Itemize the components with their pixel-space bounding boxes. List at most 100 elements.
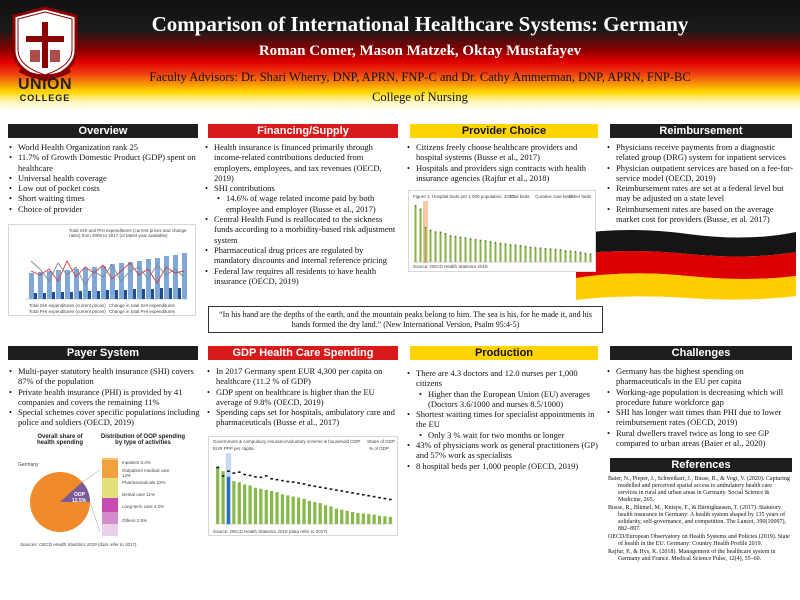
gdp-share-marker — [345, 491, 349, 493]
bed-bar — [509, 244, 512, 262]
union-college-crest-icon — [12, 6, 78, 82]
spending-bar — [270, 491, 274, 524]
provider-heading: Provider Choice — [410, 124, 598, 138]
oop-pie-chart — [30, 469, 100, 533]
gdp-share-marker — [264, 475, 268, 477]
bed-bar — [559, 250, 562, 262]
segment-inpatient — [102, 458, 118, 460]
gdp-share-marker — [335, 489, 338, 491]
bed-point — [559, 249, 562, 251]
shi-phi-expenditure-figure: Total SHI and PHI expenditures (current … — [8, 224, 196, 316]
list-item: 8 hospital beds per 1,000 people (OECD, … — [406, 461, 602, 472]
gdp-share-marker — [329, 488, 333, 490]
bed-point — [439, 231, 442, 234]
list-item: SHI has longer wait times than PHI due t… — [606, 407, 796, 428]
list-item: Hospitals and providers sign contracts w… — [406, 163, 602, 184]
bed-point — [414, 204, 417, 207]
category-label: Pharmaceuticals 22% — [122, 480, 166, 485]
german-flag-brushstroke-icon — [576, 230, 796, 300]
list-item: Rural dwellers travel twice as long to s… — [606, 428, 796, 449]
list-subitem: Higher than the European Union (EU) aver… — [406, 389, 602, 410]
list-item: Pharmaceutical drug prices are regulated… — [204, 245, 400, 266]
spending-bar — [296, 497, 301, 524]
list-subitem: Only 3 % wait for two months or longer — [406, 430, 602, 441]
bed-bar — [564, 250, 567, 262]
bed-point — [444, 232, 447, 235]
legend-curative-beds: Curative care beds — [535, 194, 573, 199]
list-item: Health insurance is financed primarily t… — [204, 142, 400, 183]
poster-title: Comparison of International Healthcare S… — [151, 12, 689, 36]
references-heading: References — [610, 458, 792, 472]
figure-source: Source: OECD Health Statistics 2019 (dat… — [213, 529, 328, 534]
bed-point — [474, 238, 477, 241]
list-item: In 2017 Germany spent EUR 4,300 per capi… — [206, 366, 400, 387]
category-label: Long-term care 4.2% — [122, 504, 165, 509]
bed-point — [469, 237, 472, 240]
gdp-share-marker — [378, 496, 381, 499]
gdp-share-marker — [361, 493, 365, 496]
challenges-heading: Challenges — [610, 346, 792, 360]
bed-bar — [529, 247, 532, 262]
bed-point — [534, 246, 537, 249]
reference-item: Busse, R., Blümel, M., Knieps, F., & Bär… — [608, 505, 786, 532]
production-heading: Production — [410, 346, 598, 360]
bed-point — [529, 246, 532, 249]
germany-label: Germany — [18, 462, 39, 468]
gdp-share-marker — [286, 480, 290, 483]
bed-bar — [579, 252, 582, 262]
bed-bar — [469, 238, 472, 262]
bed-point — [514, 244, 517, 247]
hospital-beds-chart — [413, 201, 593, 263]
gdp-share-marker — [221, 475, 225, 477]
gdp-share-marker — [383, 497, 387, 500]
gdp-share-marker — [243, 473, 247, 476]
bed-bar — [479, 240, 482, 262]
spending-bar — [275, 492, 279, 524]
list-item: Low out of pocket costs — [8, 183, 198, 194]
list-subitem: 14.6% of wage related income paid by bot… — [204, 193, 400, 214]
poster-header: UNION COLLEGE Comparison of Internationa… — [0, 0, 800, 112]
references-list: Baier, N., Pieper, J., Schweikart, J., B… — [608, 476, 792, 564]
gdp-share-marker — [248, 474, 252, 477]
gdp-share-marker — [281, 479, 284, 482]
spending-bar — [323, 505, 328, 524]
bed-point — [584, 252, 587, 255]
spending-bar — [259, 488, 263, 524]
spending-bar — [302, 498, 306, 524]
segment-long-term-care — [102, 512, 118, 524]
bed-bar — [464, 238, 467, 262]
bed-point — [499, 242, 502, 245]
gdp-share-marker — [275, 478, 279, 481]
list-item: Working-age population is decreasing whi… — [606, 387, 796, 408]
spending-bar — [243, 484, 247, 524]
spending-bar — [307, 500, 312, 524]
gdp-share-marker — [340, 490, 344, 492]
spending-bar — [280, 494, 285, 524]
list-item: Shortest waiting times for specialist ap… — [406, 409, 602, 430]
overview-heading: Overview — [8, 124, 198, 138]
list-item: Multi-payer statutory health insurance (… — [8, 366, 200, 387]
bed-bar — [494, 242, 497, 262]
list-item: World Health Organization rank 25 — [8, 142, 198, 153]
gdp-share-marker — [232, 472, 236, 474]
bed-bar — [419, 209, 422, 262]
bed-point — [544, 247, 547, 250]
legend-phi: Total PHI expenditures (current prices) — [29, 309, 106, 314]
list-item: Citizens freely choose healthcare provid… — [406, 142, 602, 163]
bed-bar — [434, 232, 437, 262]
bed-bar — [429, 230, 432, 262]
gdp-share-marker — [318, 486, 322, 489]
bed-bar — [474, 239, 477, 262]
gdp-list: In 2017 Germany spent EUR 4,300 per capi… — [206, 366, 400, 428]
poster-college: College of Nursing — [372, 90, 468, 104]
bed-point — [509, 243, 512, 246]
bed-bar — [514, 245, 517, 262]
spending-bar — [232, 481, 236, 524]
category-label: Inpatient 0.4% — [122, 460, 151, 465]
poster-advisors: Faculty Advisors: Dr. Shari Wherry, DNP,… — [149, 70, 691, 84]
spending-bar — [388, 516, 392, 524]
category-label: Outpatient medical care 13% — [122, 468, 170, 478]
bed-point — [504, 243, 507, 245]
bed-point — [549, 248, 552, 251]
bed-bar — [519, 245, 522, 262]
